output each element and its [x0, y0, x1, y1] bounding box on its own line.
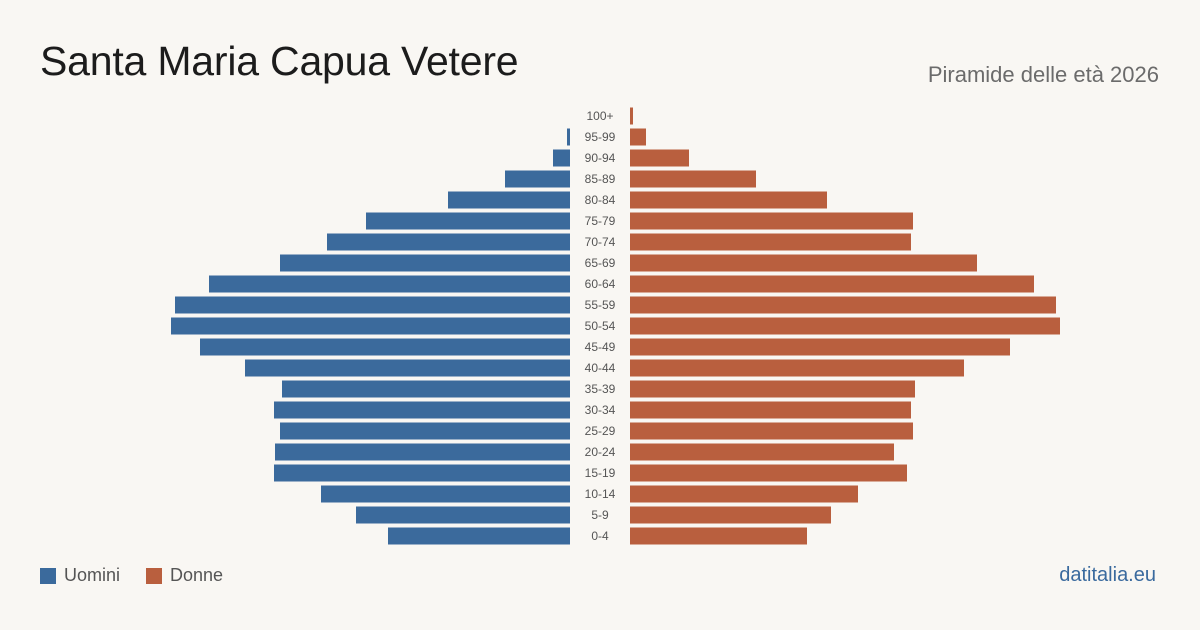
- legend-swatch-women: [146, 567, 163, 584]
- bar-women-95-99: [630, 128, 646, 146]
- bar-men-80-84: [448, 191, 570, 209]
- chart-subtitle: Piramide delle età 2026: [927, 62, 1159, 87]
- age-label-25-29: 25-29: [585, 424, 616, 438]
- age-label-20-24: 20-24: [585, 445, 616, 459]
- bar-women-70-74: [630, 233, 911, 251]
- bar-women-50-54: [630, 317, 1060, 335]
- age-label-35-39: 35-39: [585, 382, 616, 396]
- age-label-100plus: 100+: [586, 109, 613, 123]
- bar-women-40-44: [630, 359, 964, 377]
- bar-men-0-4: [388, 527, 570, 545]
- chart-title: Santa Maria Capua Vetere: [40, 38, 519, 84]
- bar-women-15-19: [630, 464, 907, 482]
- bar-women-90-94: [630, 149, 689, 167]
- bar-men-30-34: [274, 401, 570, 419]
- bar-men-35-39: [282, 380, 570, 398]
- legend-item-women: Donne: [146, 565, 223, 586]
- population-pyramid-chart: 100+ 95-99 90-94 85-89 80-84 75-79 70-74 65-69 6…: [171, 107, 1060, 545]
- legend-label-men: Uomini: [64, 565, 121, 585]
- age-label-5-9: 5-9: [591, 508, 609, 522]
- age-label-55-59: 55-59: [585, 298, 616, 312]
- bar-women-75-79: [630, 212, 913, 230]
- bar-men-65-69: [280, 254, 570, 272]
- bar-women-55-59: [630, 296, 1056, 314]
- source-link[interactable]: datitalia.eu: [1059, 564, 1156, 586]
- bar-men-25-29: [280, 422, 570, 440]
- age-label-60-64: 60-64: [585, 277, 616, 291]
- bar-men-5-9: [356, 506, 570, 524]
- legend: Uomini Donne: [40, 565, 249, 586]
- bar-men-95-99: [567, 128, 570, 146]
- bar-women-30-34: [630, 401, 911, 419]
- age-label-75-79: 75-79: [585, 214, 616, 228]
- bar-men-40-44: [245, 359, 570, 377]
- bar-women-35-39: [630, 380, 915, 398]
- age-label-85-89: 85-89: [585, 172, 616, 186]
- bar-men-10-14: [321, 485, 570, 503]
- bar-women-65-69: [630, 254, 977, 272]
- bar-men-85-89: [505, 170, 570, 188]
- age-label-15-19: 15-19: [585, 466, 616, 480]
- age-label-65-69: 65-69: [585, 256, 616, 270]
- age-label-90-94: 90-94: [585, 151, 616, 165]
- bar-women-85-89: [630, 170, 756, 188]
- bar-men-55-59: [175, 296, 570, 314]
- legend-label-women: Donne: [170, 565, 224, 585]
- bar-men-45-49: [200, 338, 570, 356]
- bar-women-20-24: [630, 443, 894, 461]
- bar-men-90-94: [553, 149, 570, 167]
- bar-men-50-54: [171, 317, 570, 335]
- legend-item-men: Uomini: [40, 565, 120, 586]
- bar-men-20-24: [275, 443, 570, 461]
- bar-women-25-29: [630, 422, 913, 440]
- age-label-95-99: 95-99: [585, 130, 616, 144]
- legend-swatch-men: [40, 567, 56, 584]
- bar-women-45-49: [630, 338, 1010, 356]
- bar-women-100plus: [630, 107, 633, 125]
- age-label-45-49: 45-49: [585, 340, 616, 354]
- age-label-70-74: 70-74: [585, 235, 616, 249]
- bar-women-0-4: [630, 527, 807, 545]
- bar-men-70-74: [327, 233, 570, 251]
- bar-women-5-9: [630, 506, 831, 524]
- bar-men-60-64: [209, 275, 570, 293]
- bar-women-10-14: [630, 485, 858, 503]
- bar-women-80-84: [630, 191, 827, 209]
- age-label-50-54: 50-54: [585, 319, 616, 333]
- bar-men-15-19: [274, 464, 570, 482]
- age-label-10-14: 10-14: [585, 487, 616, 501]
- age-label-30-34: 30-34: [585, 403, 616, 417]
- age-label-0-4: 0-4: [591, 529, 609, 543]
- age-label-80-84: 80-84: [585, 193, 616, 207]
- bar-women-60-64: [630, 275, 1034, 293]
- age-label-40-44: 40-44: [585, 361, 616, 375]
- bar-men-75-79: [366, 212, 570, 230]
